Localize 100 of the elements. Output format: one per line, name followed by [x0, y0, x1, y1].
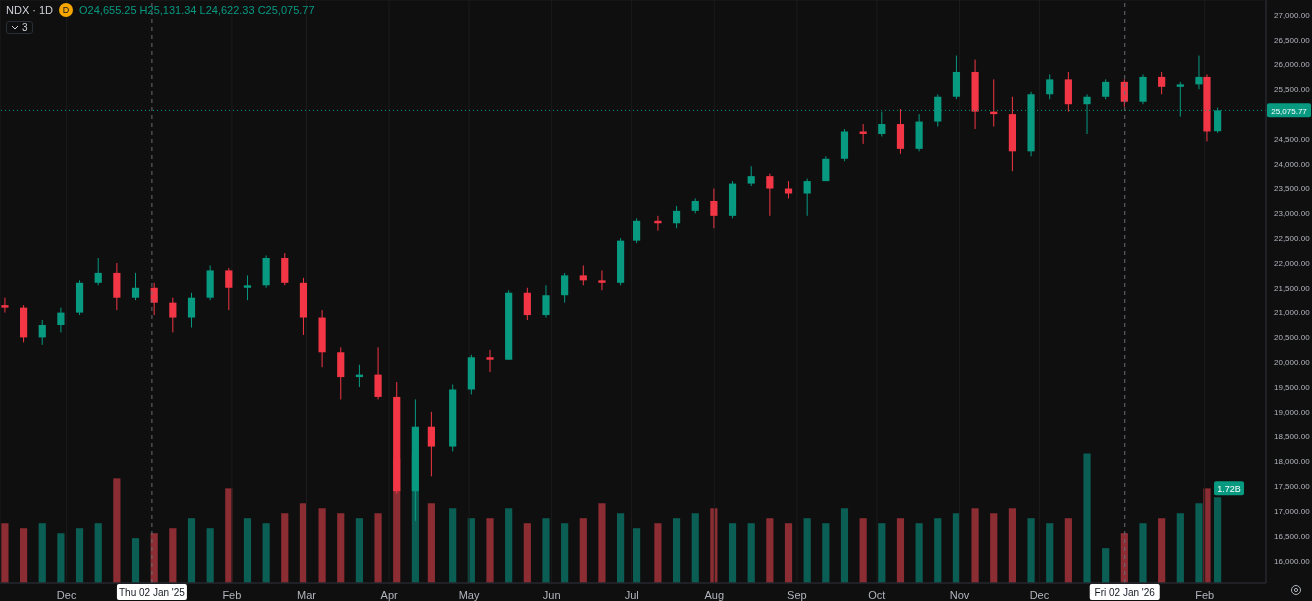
candlestick — [633, 217, 641, 244]
bar — [784, 523, 793, 583]
bar — [1139, 523, 1147, 583]
chart-title: NDX · 1D — [6, 4, 54, 16]
bar — [169, 528, 177, 583]
bar — [747, 523, 755, 583]
bar — [617, 513, 625, 583]
candlestick — [94, 257, 102, 286]
bar — [728, 523, 737, 583]
y-tick-label: 23,500.00 — [1274, 184, 1311, 194]
x-tick-label: Jun — [542, 588, 561, 601]
bar — [1214, 497, 1222, 583]
bar — [75, 528, 84, 583]
candlestick — [169, 297, 177, 333]
candlestick — [187, 292, 196, 328]
candlestick — [1195, 55, 1203, 90]
bar — [1203, 488, 1211, 583]
bar — [113, 478, 121, 583]
candlestick — [672, 205, 681, 229]
candlestick — [523, 287, 531, 321]
bar — [206, 528, 214, 583]
bar — [840, 508, 849, 583]
y-tick-label: 17,000.00 — [1274, 506, 1311, 516]
y-tick-label: 18,500.00 — [1274, 432, 1311, 442]
y-tick-label: 22,500.00 — [1274, 234, 1311, 243]
bar — [1046, 523, 1054, 583]
candlestick — [710, 188, 718, 229]
bar — [281, 513, 289, 583]
candlestick — [57, 307, 65, 333]
bar — [579, 518, 587, 583]
y-tick-label: 19,000.00 — [1274, 407, 1311, 417]
x-tick-label: Apr — [380, 588, 399, 601]
bar — [1064, 518, 1072, 583]
bar — [859, 518, 867, 583]
bar — [262, 523, 270, 583]
bar — [561, 523, 569, 583]
data-label: 1.72B — [1217, 484, 1241, 495]
candlestick — [1, 297, 9, 314]
x-tick-label: Oct — [868, 588, 886, 601]
x-tick-label: Dec — [56, 588, 77, 601]
annotation: 3 — [22, 22, 28, 33]
bar — [187, 518, 196, 583]
y-tick-label: 24,000.00 — [1274, 159, 1311, 169]
annotation: D — [59, 3, 74, 17]
bar — [318, 508, 326, 583]
bar — [19, 528, 28, 583]
bar — [896, 518, 905, 583]
y-tick-label: 19,500.00 — [1274, 382, 1311, 392]
y-tick-label: 21,000.00 — [1274, 308, 1311, 318]
bar — [243, 518, 252, 583]
bar — [486, 518, 494, 583]
candlestick — [822, 155, 830, 182]
x-tick-label: May — [458, 588, 480, 601]
x-tick-label: Feb — [222, 588, 242, 601]
bar — [1008, 508, 1016, 583]
candlestick — [579, 264, 587, 286]
candlestick — [131, 272, 140, 301]
bar — [57, 533, 65, 583]
bar — [822, 523, 830, 583]
bar — [672, 518, 681, 583]
bar — [374, 513, 382, 583]
x-tick-label: Aug — [704, 588, 725, 601]
bar — [131, 538, 140, 583]
bar — [1, 523, 9, 583]
y-tick-label: 17,500.00 — [1274, 482, 1311, 492]
candlestick — [243, 274, 252, 301]
bar — [1083, 453, 1091, 583]
bar — [337, 513, 345, 583]
y-tick-label: 22,000.00 — [1274, 258, 1311, 268]
y-tick-label: 16,500.00 — [1274, 531, 1311, 541]
candlestick — [1102, 78, 1110, 100]
x-tick-label: Jul — [624, 588, 639, 601]
x-tick-label: Dec — [1029, 588, 1050, 601]
candlestick — [561, 272, 569, 304]
bar — [654, 523, 662, 583]
candlestick — [747, 165, 755, 187]
bar — [691, 513, 699, 583]
bar — [1195, 503, 1203, 583]
bar — [803, 518, 811, 583]
candlestick — [427, 411, 435, 477]
candlestick — [803, 178, 811, 217]
x-tick-label: Sep — [787, 588, 807, 601]
candlestick — [1046, 73, 1054, 100]
bar — [598, 503, 606, 583]
candlestick — [766, 173, 774, 217]
ref-line-label: 25,075.77 — [1271, 107, 1308, 117]
y-tick-label: 21,500.00 — [1274, 283, 1311, 293]
y-tick-label: 16,000.00 — [1274, 556, 1311, 566]
y-tick-label: 20,500.00 — [1274, 333, 1311, 343]
chart-subtitle: O24,655.25 H25,131.34 L24,622.33 C25,075.77 — [79, 4, 315, 16]
x-tick-label: Mar — [297, 588, 317, 601]
bar — [355, 518, 364, 583]
y-tick-label: 23,000.00 — [1274, 209, 1311, 219]
bar — [1176, 513, 1184, 583]
bar — [971, 508, 979, 583]
candlestick — [598, 269, 606, 291]
candlestick — [859, 123, 867, 145]
bar — [990, 513, 998, 583]
y-tick-label: 27,000.00 — [1274, 10, 1311, 20]
bar — [934, 518, 942, 583]
